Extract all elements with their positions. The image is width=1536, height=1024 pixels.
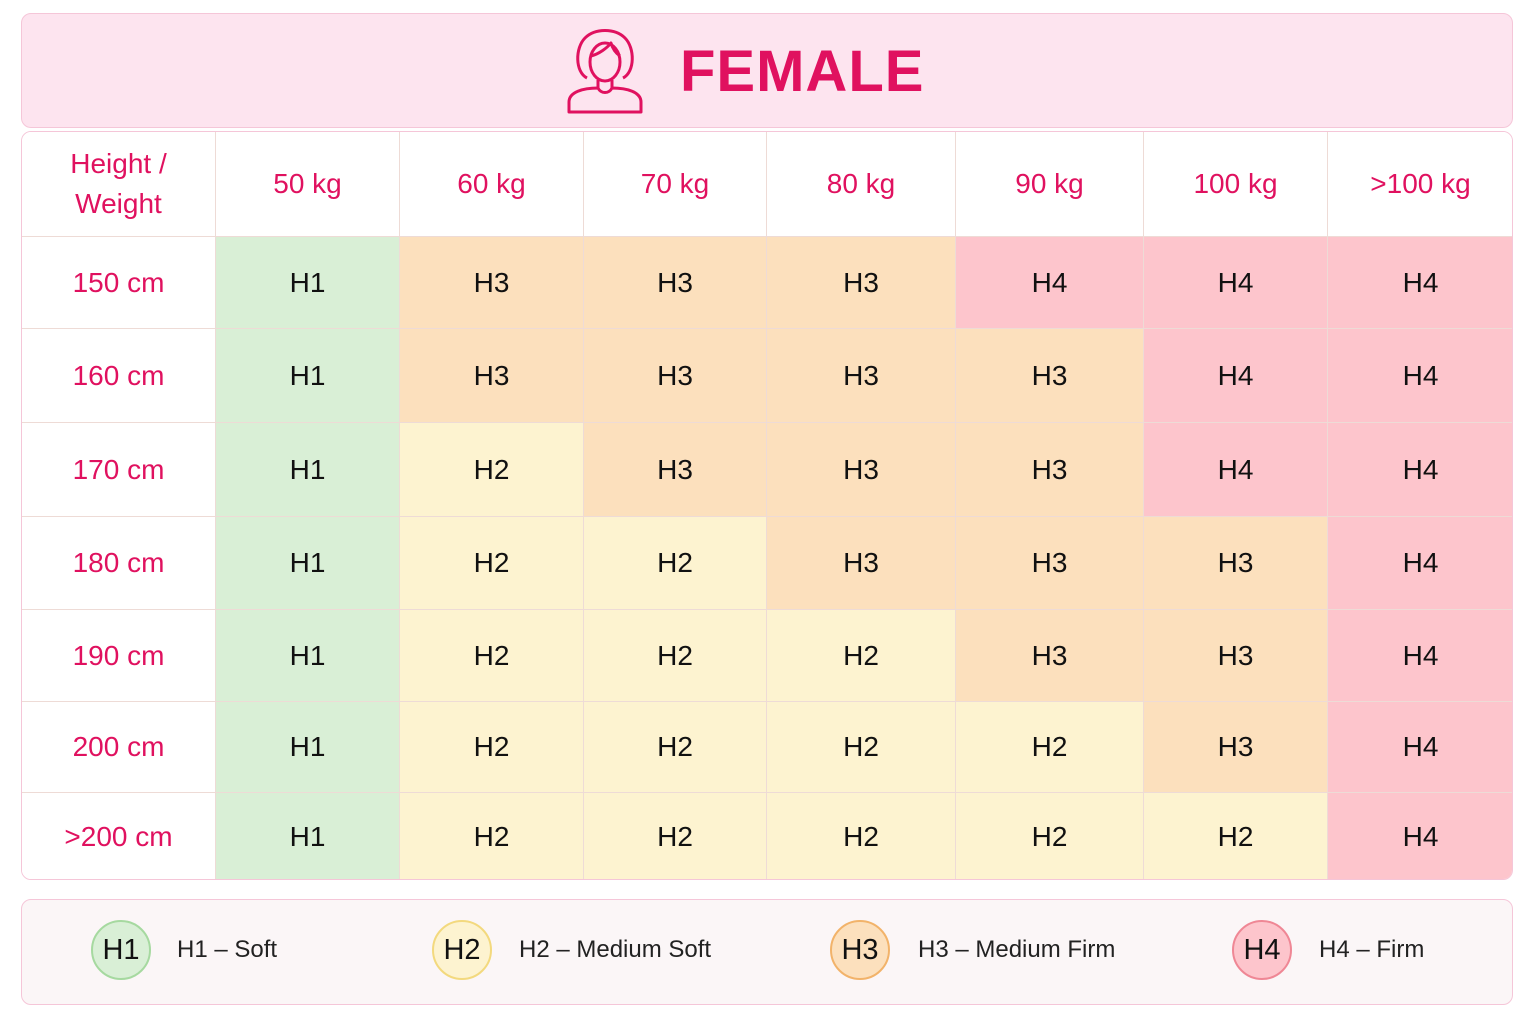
firmness-cell: H1 — [216, 702, 400, 793]
legend-badge: H2 — [432, 920, 492, 980]
firmness-cell: H3 — [767, 517, 956, 610]
firmness-cell: H2 — [584, 793, 767, 879]
firmness-cell: H2 — [400, 702, 584, 793]
legend-label: H3 – Medium Firm — [918, 936, 1116, 963]
firmness-cell: H3 — [767, 329, 956, 423]
row-header: 180 cm — [22, 517, 216, 610]
row-header: 160 cm — [22, 329, 216, 423]
firmness-cell: H2 — [1144, 793, 1328, 879]
size-table: Height / Weight 50 kg 60 kg 70 kg 80 kg 90 kg… — [21, 131, 1513, 880]
firmness-cell: H1 — [216, 423, 400, 517]
firmness-cell: H4 — [1144, 423, 1328, 517]
firmness-cell: H2 — [956, 793, 1144, 879]
firmness-cell: H3 — [584, 423, 767, 517]
firmness-cell: H3 — [584, 329, 767, 423]
legend-label: H1 – Soft — [177, 936, 278, 963]
column-header: 100 kg — [1144, 132, 1328, 237]
firmness-cell: H3 — [1144, 517, 1328, 610]
firmness-cell: H2 — [956, 702, 1144, 793]
firmness-cell: H4 — [1144, 237, 1328, 329]
firmness-cell: H1 — [216, 329, 400, 423]
firmness-cell: H2 — [400, 517, 584, 610]
row-header: 200 cm — [22, 702, 216, 793]
firmness-cell: H4 — [1328, 329, 1512, 423]
firmness-cell: H4 — [956, 237, 1144, 329]
firmness-cell: H2 — [400, 423, 584, 517]
column-header: 80 kg — [767, 132, 956, 237]
female-icon — [567, 29, 643, 114]
firmness-cell: H3 — [1144, 610, 1328, 702]
legend-label: H2 – Medium Soft — [519, 936, 712, 963]
firmness-cell: H3 — [400, 237, 584, 329]
firmness-cell: H4 — [1328, 517, 1512, 610]
firmness-cell: H2 — [767, 702, 956, 793]
firmness-cell: H3 — [584, 237, 767, 329]
column-header: 60 kg — [400, 132, 584, 237]
firmness-cell: H2 — [400, 793, 584, 879]
firmness-cell: H3 — [400, 329, 584, 423]
row-header: 150 cm — [22, 237, 216, 329]
firmness-cell: H4 — [1328, 423, 1512, 517]
firmness-cell: H2 — [584, 702, 767, 793]
row-header: 170 cm — [22, 423, 216, 517]
firmness-cell: H2 — [767, 610, 956, 702]
firmness-cell: H1 — [216, 237, 400, 329]
legend: H1 H1 – Soft H2 H2 – Medium Soft H3 H3 – Medi… — [21, 899, 1513, 1005]
firmness-cell: H2 — [584, 610, 767, 702]
row-header: >200 cm — [22, 793, 216, 879]
firmness-cell: H3 — [956, 610, 1144, 702]
firmness-cell: H4 — [1144, 329, 1328, 423]
header: FEMALE — [21, 13, 1513, 128]
firmness-cell: H3 — [1144, 702, 1328, 793]
column-header: 90 kg — [956, 132, 1144, 237]
firmness-cell: H3 — [767, 237, 956, 329]
legend-badge: H3 — [830, 920, 890, 980]
legend-badge: H4 — [1232, 920, 1292, 980]
legend-label: H4 – Firm — [1319, 936, 1425, 963]
column-header: 50 kg — [216, 132, 400, 237]
firmness-cell: H2 — [584, 517, 767, 610]
firmness-cell: H3 — [956, 329, 1144, 423]
firmness-cell: H4 — [1328, 793, 1512, 879]
firmness-cell: H2 — [400, 610, 584, 702]
firmness-cell: H1 — [216, 793, 400, 879]
firmness-cell: H1 — [216, 517, 400, 610]
firmness-cell: H3 — [767, 423, 956, 517]
title: FEMALE — [680, 39, 925, 104]
firmness-cell: H3 — [956, 423, 1144, 517]
firmness-cell: H4 — [1328, 702, 1512, 793]
column-header: >100 kg — [1328, 132, 1512, 237]
column-header: 70 kg — [584, 132, 767, 237]
legend-badge: H1 — [91, 920, 151, 980]
firmness-cell: H4 — [1328, 237, 1512, 329]
firmness-cell: H4 — [1328, 610, 1512, 702]
firmness-cell: H2 — [767, 793, 956, 879]
row-header: 190 cm — [22, 610, 216, 702]
corner-header: Height / Weight — [22, 132, 216, 237]
firmness-cell: H1 — [216, 610, 400, 702]
firmness-cell: H3 — [956, 517, 1144, 610]
